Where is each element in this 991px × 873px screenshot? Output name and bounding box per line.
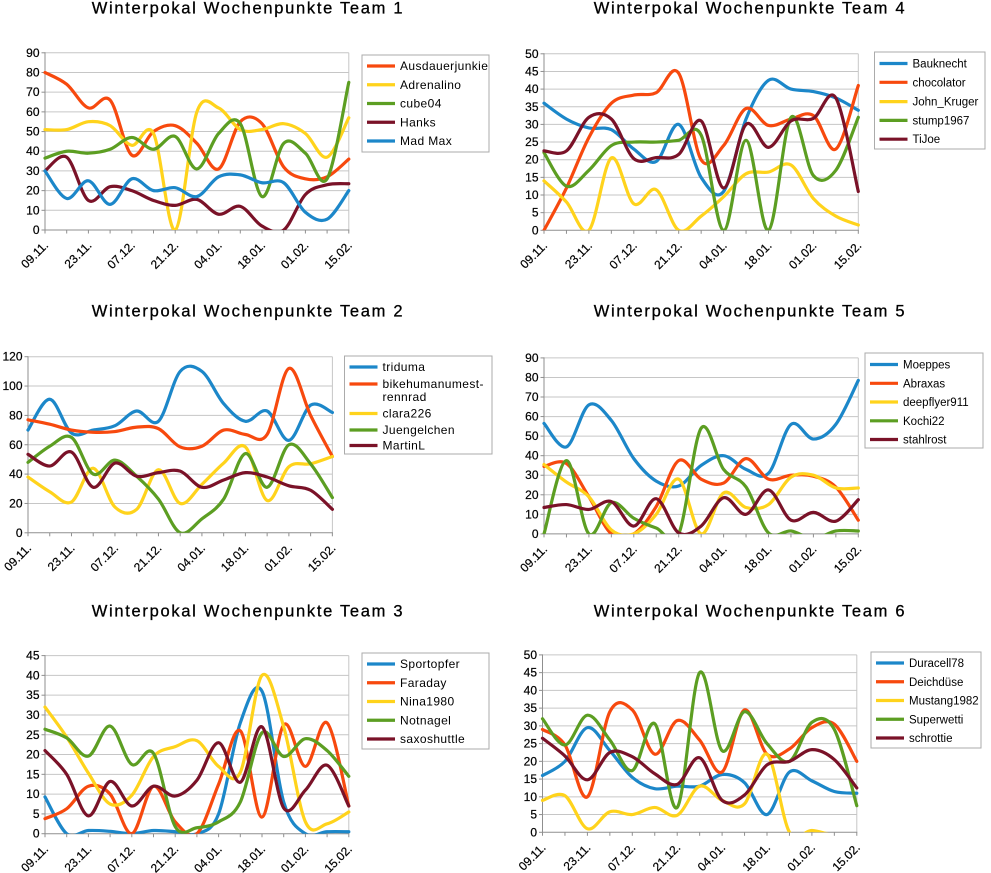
svg-text:bikehumanumest-: bikehumanumest- bbox=[383, 377, 484, 391]
svg-text:5: 5 bbox=[33, 807, 40, 821]
svg-text:30: 30 bbox=[26, 708, 40, 722]
svg-text:40: 40 bbox=[26, 144, 40, 158]
svg-text:5: 5 bbox=[530, 808, 537, 822]
svg-text:20: 20 bbox=[9, 496, 23, 510]
svg-text:Winterpokal Wochenpunkte Team: Winterpokal Wochenpunkte Team 6 bbox=[594, 603, 907, 621]
svg-text:80: 80 bbox=[9, 408, 23, 422]
svg-text:chocolator: chocolator bbox=[913, 77, 966, 89]
svg-text:Winterpokal Wochenpunkte Team: Winterpokal Wochenpunkte Team 2 bbox=[92, 303, 405, 321]
svg-text:Notnagel: Notnagel bbox=[400, 713, 451, 727]
svg-text:40: 40 bbox=[525, 449, 539, 463]
svg-text:120: 120 bbox=[2, 350, 22, 364]
svg-text:20: 20 bbox=[525, 153, 539, 167]
svg-text:0: 0 bbox=[530, 825, 537, 839]
svg-text:cube04: cube04 bbox=[400, 97, 442, 111]
svg-text:45: 45 bbox=[26, 649, 40, 663]
svg-text:Deichdüse: Deichdüse bbox=[909, 677, 963, 689]
svg-text:saxoshuttle: saxoshuttle bbox=[400, 732, 465, 746]
svg-text:Hanks: Hanks bbox=[400, 115, 436, 129]
svg-text:35: 35 bbox=[26, 688, 40, 702]
svg-text:60: 60 bbox=[9, 438, 23, 452]
svg-text:30: 30 bbox=[524, 719, 538, 733]
svg-text:Adrenalino: Adrenalino bbox=[400, 78, 461, 92]
svg-text:40: 40 bbox=[9, 467, 23, 481]
svg-text:stump1967: stump1967 bbox=[913, 115, 970, 127]
svg-text:triduma: triduma bbox=[383, 360, 426, 374]
svg-text:Bauknecht: Bauknecht bbox=[913, 59, 968, 71]
svg-text:0: 0 bbox=[33, 827, 40, 841]
svg-text:30: 30 bbox=[525, 468, 539, 482]
svg-text:Superwetti: Superwetti bbox=[909, 714, 963, 726]
svg-text:10: 10 bbox=[524, 790, 538, 804]
svg-text:45: 45 bbox=[524, 666, 538, 680]
svg-text:35: 35 bbox=[525, 100, 539, 114]
svg-text:20: 20 bbox=[524, 754, 538, 768]
svg-text:80: 80 bbox=[525, 370, 539, 384]
svg-text:100: 100 bbox=[2, 379, 22, 393]
svg-text:0: 0 bbox=[532, 527, 539, 541]
svg-text:40: 40 bbox=[524, 683, 538, 697]
svg-text:Mad Max: Mad Max bbox=[400, 134, 452, 148]
svg-text:45: 45 bbox=[525, 64, 539, 78]
svg-text:Winterpokal Wochenpunkte Team: Winterpokal Wochenpunkte Team 3 bbox=[92, 603, 405, 621]
svg-text:20: 20 bbox=[26, 748, 40, 762]
svg-text:0: 0 bbox=[532, 223, 539, 237]
svg-text:John_Kruger: John_Kruger bbox=[913, 97, 979, 109]
svg-text:50: 50 bbox=[524, 648, 538, 662]
svg-text:40: 40 bbox=[26, 668, 40, 682]
svg-text:30: 30 bbox=[26, 164, 40, 178]
svg-text:15: 15 bbox=[26, 767, 40, 781]
svg-text:Mustang1982: Mustang1982 bbox=[909, 696, 979, 708]
svg-text:Nina1980: Nina1980 bbox=[400, 695, 455, 709]
svg-text:schrottie: schrottie bbox=[909, 733, 952, 745]
svg-text:10: 10 bbox=[26, 203, 40, 217]
svg-text:Winterpokal Wochenpunkte Team: Winterpokal Wochenpunkte Team 4 bbox=[594, 0, 907, 18]
svg-text:Ausdauerjunkie: Ausdauerjunkie bbox=[400, 59, 488, 73]
svg-text:rennrad: rennrad bbox=[383, 390, 427, 404]
svg-text:Juengelchen: Juengelchen bbox=[383, 423, 455, 437]
svg-text:20: 20 bbox=[26, 184, 40, 198]
svg-text:Winterpokal Wochenpunkte Team: Winterpokal Wochenpunkte Team 1 bbox=[92, 0, 405, 18]
svg-text:Duracell78: Duracell78 bbox=[909, 658, 964, 670]
svg-text:deepflyer911: deepflyer911 bbox=[903, 397, 969, 409]
svg-text:15: 15 bbox=[525, 170, 539, 184]
svg-text:35: 35 bbox=[524, 701, 538, 715]
svg-text:90: 90 bbox=[525, 351, 539, 365]
svg-text:Kochi22: Kochi22 bbox=[903, 416, 945, 428]
svg-text:90: 90 bbox=[26, 46, 40, 60]
svg-text:50: 50 bbox=[26, 125, 40, 139]
svg-text:10: 10 bbox=[26, 787, 40, 801]
svg-text:80: 80 bbox=[26, 65, 40, 79]
svg-text:Faraday: Faraday bbox=[400, 676, 447, 690]
svg-text:clara226: clara226 bbox=[383, 407, 432, 421]
svg-text:0: 0 bbox=[16, 526, 23, 540]
svg-text:TiJoe: TiJoe bbox=[913, 134, 941, 146]
svg-text:stahlrost: stahlrost bbox=[903, 435, 947, 447]
svg-text:25: 25 bbox=[525, 135, 539, 149]
svg-text:40: 40 bbox=[525, 82, 539, 96]
svg-text:70: 70 bbox=[525, 390, 539, 404]
svg-text:25: 25 bbox=[26, 728, 40, 742]
svg-text:60: 60 bbox=[26, 105, 40, 119]
svg-text:20: 20 bbox=[525, 488, 539, 502]
svg-text:30: 30 bbox=[525, 117, 539, 131]
svg-text:Abraxas: Abraxas bbox=[903, 378, 945, 390]
svg-text:60: 60 bbox=[525, 410, 539, 424]
svg-text:5: 5 bbox=[532, 206, 539, 220]
svg-text:Moeppes: Moeppes bbox=[903, 360, 951, 372]
svg-text:70: 70 bbox=[26, 85, 40, 99]
svg-text:10: 10 bbox=[525, 507, 539, 521]
svg-text:50: 50 bbox=[525, 429, 539, 443]
svg-text:15: 15 bbox=[524, 772, 538, 786]
svg-text:50: 50 bbox=[525, 47, 539, 61]
svg-text:Winterpokal Wochenpunkte Team: Winterpokal Wochenpunkte Team 5 bbox=[594, 303, 907, 321]
svg-text:25: 25 bbox=[524, 737, 538, 751]
svg-text:10: 10 bbox=[525, 188, 539, 202]
svg-text:Sportopfer: Sportopfer bbox=[400, 657, 460, 671]
svg-text:MartinL: MartinL bbox=[383, 439, 426, 453]
svg-text:0: 0 bbox=[33, 223, 40, 237]
